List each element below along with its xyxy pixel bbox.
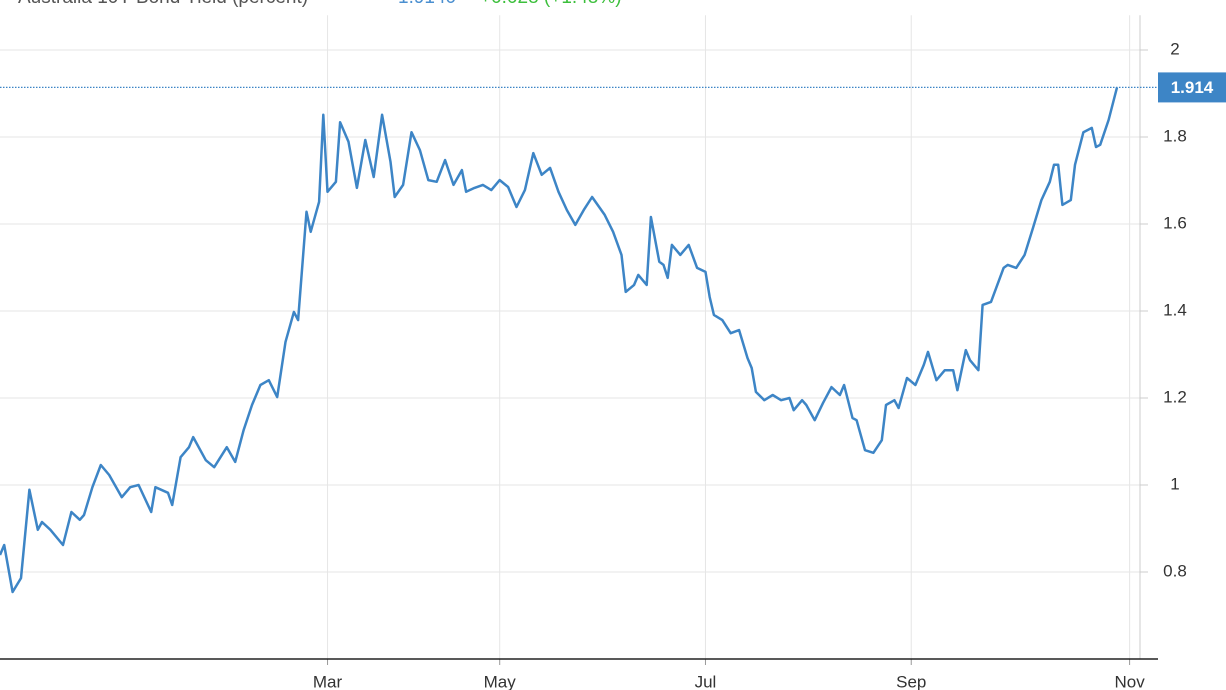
- current-value-box: [1158, 72, 1226, 103]
- y-tick-label: 0.8: [1163, 561, 1187, 580]
- y-tick-label: 1.8: [1163, 126, 1187, 145]
- line-series: [0, 87, 1119, 594]
- current-value-label: 1.914: [1171, 78, 1214, 97]
- x-tick-label: May: [484, 672, 517, 690]
- change: +0.028 (+1.48%): [480, 0, 622, 8]
- x-tick-label: Mar: [313, 672, 343, 690]
- x-tick-label: Jul: [695, 672, 717, 690]
- y-tick-label: 1.2: [1163, 387, 1187, 406]
- x-tick-label: Sep: [896, 672, 926, 690]
- y-tick-label: 1.4: [1163, 300, 1187, 319]
- y-tick-label: 1.6: [1163, 213, 1187, 232]
- last-value: 1.9140: [398, 0, 456, 8]
- y-tick-label: 1: [1170, 474, 1179, 493]
- x-tick-label: Nov: [1114, 672, 1145, 690]
- y-tick-label: 2: [1170, 39, 1179, 58]
- chart-title: Australia 10Y Bond Yield (percent): [18, 0, 308, 8]
